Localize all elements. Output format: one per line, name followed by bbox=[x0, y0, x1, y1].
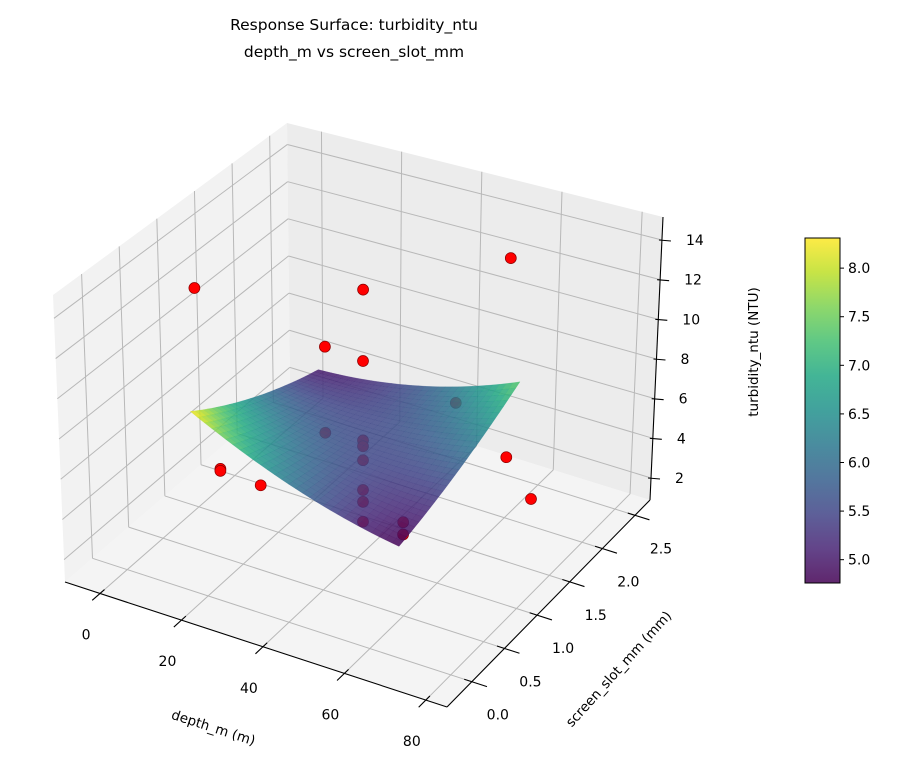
x-tick-label: 20 bbox=[159, 654, 177, 670]
z-tick-label: 14 bbox=[686, 233, 704, 249]
y-tick-label: 0.0 bbox=[487, 708, 509, 724]
z-tick-label: 4 bbox=[677, 431, 686, 447]
x-axis-line bbox=[64, 581, 448, 708]
z-tick bbox=[655, 318, 668, 321]
data-point bbox=[357, 355, 369, 367]
data-point bbox=[500, 451, 513, 464]
colorbar-tick-label: 8.0 bbox=[848, 261, 870, 277]
y-tick-label: 2.5 bbox=[650, 541, 672, 557]
data-point bbox=[357, 283, 369, 296]
floor-gridline-y bbox=[128, 526, 505, 649]
colorbar-tick-label: 6.5 bbox=[848, 407, 870, 423]
x-tick-label: 80 bbox=[403, 734, 421, 750]
z-tick bbox=[651, 398, 664, 401]
back-wall-gridline-z bbox=[287, 181, 661, 281]
data-point bbox=[214, 465, 227, 477]
y-tick bbox=[562, 579, 585, 588]
y-tick-label: 1.0 bbox=[552, 641, 574, 657]
x-tick bbox=[336, 668, 349, 681]
y-axis-label: screen_slot_mm (mm) bbox=[563, 608, 675, 730]
surface-patch bbox=[391, 538, 404, 547]
left-wall-gridline-z bbox=[57, 218, 289, 400]
colorbar-tick-label: 7.5 bbox=[848, 310, 870, 326]
y-tick bbox=[627, 512, 650, 521]
x-tick bbox=[418, 695, 431, 708]
floor-gridline-x bbox=[425, 493, 631, 701]
z-tick-label: 12 bbox=[684, 273, 702, 289]
y-tick bbox=[529, 612, 553, 621]
y-tick-label: 1.5 bbox=[585, 608, 607, 624]
x-tick bbox=[173, 615, 187, 628]
z-axis-line bbox=[649, 216, 664, 501]
back-wall-gridline-z bbox=[287, 144, 663, 241]
y-tick-label: 2.0 bbox=[617, 575, 639, 591]
back-wall-gridline-z bbox=[288, 255, 657, 360]
left-wall-pane bbox=[53, 123, 290, 582]
z-axis-label: turbidity_ntu (NTU) bbox=[746, 287, 762, 417]
back-wall-gridline-z bbox=[289, 329, 653, 439]
axis-lines: 0 20 40 60 80 0.0 0.5 1.0 1.5 2.0 2.5 2 4 6 8 10 12 14 bbox=[64, 216, 704, 750]
z-tick bbox=[649, 437, 662, 440]
colorbar: 5.0 5.5 6.0 6.5 7.0 7.5 8.0 bbox=[804, 237, 870, 584]
data-point bbox=[254, 479, 267, 492]
data-point bbox=[525, 493, 537, 505]
x-tick-label: 40 bbox=[240, 681, 258, 697]
data-point bbox=[504, 252, 517, 264]
colorbar-frame bbox=[804, 237, 841, 584]
data-point bbox=[188, 282, 201, 294]
back-wall-gridline-z bbox=[288, 292, 655, 400]
x-axis-label: depth_m (m) bbox=[169, 707, 257, 749]
y-tick bbox=[464, 678, 488, 688]
fitted-surface bbox=[189, 369, 521, 547]
z-tick bbox=[657, 279, 670, 282]
y-axis-line bbox=[446, 499, 651, 708]
z-tick-label: 6 bbox=[679, 392, 688, 408]
data-point bbox=[319, 340, 331, 353]
back-wall-gridline-z bbox=[287, 218, 659, 320]
y-tick bbox=[496, 645, 520, 654]
colorbar-tick-label: 5.0 bbox=[848, 553, 870, 569]
colorbar-gradient bbox=[805, 238, 840, 583]
left-wall-gridline-z bbox=[58, 255, 289, 440]
x-tick-label: 0 bbox=[82, 627, 91, 643]
z-tick bbox=[658, 239, 671, 242]
y-tick-label: 0.5 bbox=[519, 674, 541, 690]
z-tick-label: 10 bbox=[682, 312, 700, 328]
left-wall-gridline-z bbox=[55, 181, 288, 359]
chart-title-line1: Response Surface: turbidity_ntu bbox=[230, 16, 478, 35]
floor-gridline-y bbox=[164, 495, 538, 616]
z-tick bbox=[647, 477, 661, 480]
z-tick-label: 8 bbox=[680, 352, 689, 368]
colorbar-tick-label: 5.5 bbox=[848, 504, 870, 520]
x-tick bbox=[91, 589, 105, 601]
chart-title-line2: depth_m vs screen_slot_mm bbox=[244, 43, 464, 62]
floor-gridline-y bbox=[92, 557, 472, 683]
y-tick bbox=[594, 545, 618, 554]
z-tick-label: 2 bbox=[675, 471, 684, 487]
x-tick-label: 60 bbox=[321, 707, 339, 723]
colorbar-tick-label: 7.0 bbox=[848, 358, 870, 374]
colorbar-tick-label: 6.0 bbox=[848, 455, 870, 471]
left-wall-gridline-z bbox=[62, 329, 290, 520]
floor-gridline-x bbox=[344, 469, 554, 674]
x-tick bbox=[255, 642, 268, 655]
z-tick bbox=[653, 358, 666, 361]
left-wall-gridline-z bbox=[60, 292, 290, 480]
left-wall-gridline-z bbox=[53, 144, 288, 319]
